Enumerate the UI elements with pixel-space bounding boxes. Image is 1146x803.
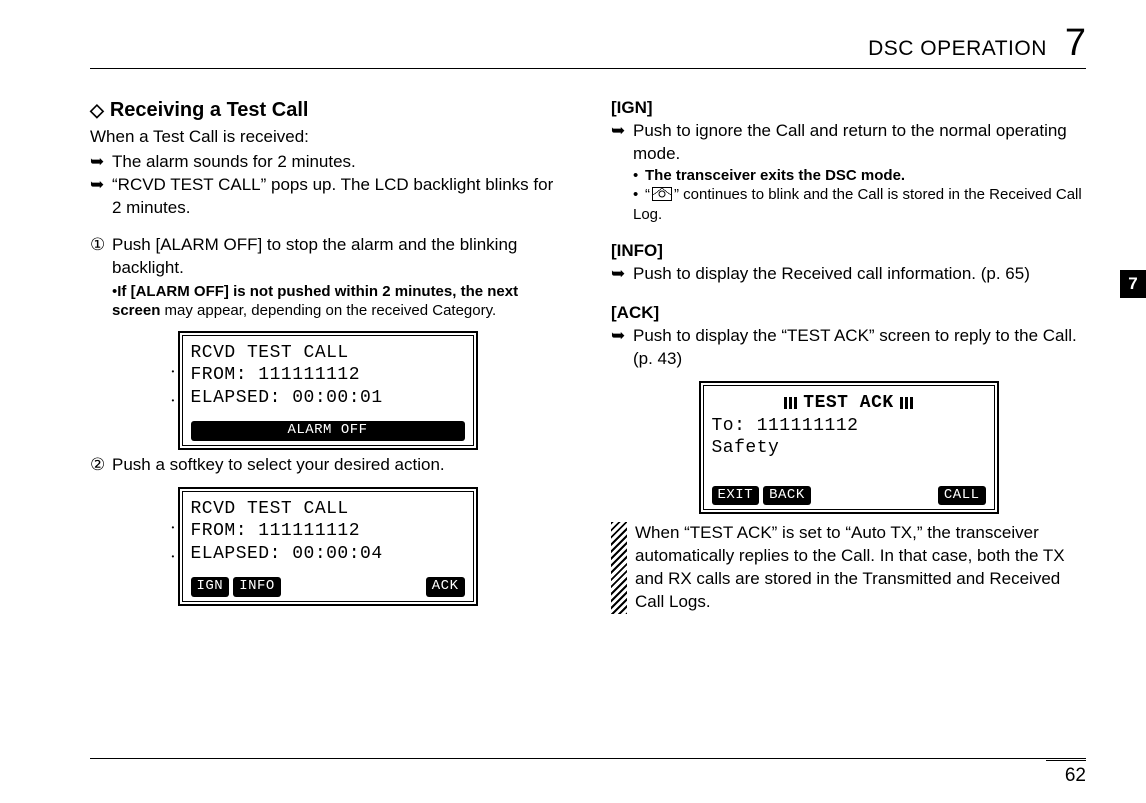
step-body: Push a softkey to select your desired ac… (112, 454, 565, 477)
bullet-text: The alarm sounds for 2 minutes. (112, 151, 356, 174)
arrow-icon: ➥ (90, 174, 112, 220)
bullet-line: ➥ “RCVD TEST CALL” pops up. The LCD back… (90, 174, 565, 220)
lcd-screen: RCVD TEST CALL FROM: 111111112 ELAPSED: … (182, 491, 474, 602)
step-1: ① Push [ALARM OFF] to stop the alarm and… (90, 234, 565, 321)
page-header: DSC OPERATION 7 (90, 24, 1086, 69)
bullet-dot-icon: • (633, 166, 645, 186)
step-2: ② Push a softkey to select your desired … (90, 454, 565, 477)
bullet-text: “RCVD TEST CALL” pops up. The LCD backli… (112, 174, 565, 220)
arrow-icon: ➥ (611, 263, 633, 286)
option-text: Push to ignore the Call and return to th… (633, 120, 1086, 166)
lcd-frame: •• RCVD TEST CALL FROM: 111111112 ELAPSE… (178, 487, 478, 606)
step-note-rest: may appear, depending on the received Ca… (160, 302, 496, 319)
right-column: [IGN] ➥ Push to ignore the Call and retu… (611, 97, 1086, 630)
side-tab-label: 7 (1128, 274, 1137, 294)
lcd-side-dots: •• (172, 367, 175, 407)
lcd-title: TEST ACK (803, 392, 893, 415)
hatched-note: When “TEST ACK” is set to “Auto TX,” the… (611, 522, 1086, 614)
content-columns: ◇ Receiving a Test Call When a Test Call … (90, 97, 1086, 630)
section-heading: ◇ Receiving a Test Call (90, 97, 565, 124)
softkey-spacer (285, 577, 422, 597)
lcd-title-row: TEST ACK (712, 392, 986, 415)
title-bars-icon (784, 397, 797, 409)
step-text: Push [ALARM OFF] to stop the alarm and t… (112, 235, 517, 277)
hatch-border-icon (611, 522, 627, 614)
option-label: [IGN] (611, 97, 1086, 120)
header-chapter-number: 7 (1065, 24, 1086, 62)
lcd-screen: TEST ACK To: 111111112 Safety EXIT BACK … (703, 385, 995, 510)
bullet-dot-icon: • (633, 185, 645, 205)
lcd-line: ELAPSED: 00:00:04 (191, 543, 465, 566)
bullet-line: ➥ Push to ignore the Call and return to … (611, 120, 1086, 166)
softkey-ign: IGN (191, 577, 230, 597)
bullet-line: ➥ The alarm sounds for 2 minutes. (90, 151, 565, 174)
softkey-spacer (815, 486, 934, 506)
option-info: [INFO] ➥ Push to display the Received ca… (611, 240, 1086, 286)
softkey-call: CALL (938, 486, 986, 506)
lcd-softkeys: IGN INFO ACK (191, 577, 465, 597)
side-tabs: 7 (1120, 270, 1146, 298)
lcd-frame: •• RCVD TEST CALL FROM: 111111112 ELAPSE… (178, 331, 478, 450)
softkey-back: BACK (763, 486, 811, 506)
option-ack: [ACK] ➥ Push to display the “TEST ACK” s… (611, 302, 1086, 614)
message-icon (652, 187, 672, 201)
sub-note-bold: The transceiver exits the DSC mode. (645, 167, 905, 184)
option-text: Push to display the Received call inform… (633, 263, 1030, 286)
lcd-line: To: 111111112 (712, 415, 986, 438)
sub-note-text: ” continues to blink and the Call is sto… (633, 186, 1082, 223)
section-heading-text: Receiving a Test Call (110, 99, 309, 121)
lcd-screen: RCVD TEST CALL FROM: 111111112 ELAPSED: … (182, 335, 474, 446)
bullet-line: ➥ Push to display the Received call info… (611, 263, 1086, 286)
option-text: Push to display the “TEST ACK” screen to… (633, 325, 1086, 371)
arrow-icon: ➥ (611, 325, 633, 371)
left-column: ◇ Receiving a Test Call When a Test Call … (90, 97, 565, 630)
option-ign: [IGN] ➥ Push to ignore the Call and retu… (611, 97, 1086, 224)
sub-note: •The transceiver exits the DSC mode. (633, 166, 1086, 186)
lcd-softkeys: EXIT BACK CALL (712, 486, 986, 506)
manual-page: DSC OPERATION 7 ◇ Receiving a Test Call W… (0, 0, 1146, 803)
side-tab-active: 7 (1120, 270, 1146, 298)
lcd-screenshot-2: •• RCVD TEST CALL FROM: 111111112 ELAPSE… (90, 487, 565, 606)
step-number: ② (90, 454, 112, 477)
header-title: DSC OPERATION (868, 37, 1047, 61)
sub-note: •“” continues to blink and the Call is s… (633, 185, 1086, 224)
bullet-line: ➥ Push to display the “TEST ACK” screen … (611, 325, 1086, 371)
quote-open: “ (645, 186, 650, 203)
option-label: [ACK] (611, 302, 1086, 325)
note-text: When “TEST ACK” is set to “Auto TX,” the… (635, 522, 1086, 614)
softkey-info: INFO (233, 577, 281, 597)
diamond-icon: ◇ (90, 100, 104, 120)
intro-line: When a Test Call is received: (90, 126, 565, 149)
page-number: 62 (1046, 760, 1086, 787)
step-body: Push [ALARM OFF] to stop the alarm and t… (112, 234, 565, 321)
step-text: Push a softkey to select your desired ac… (112, 455, 445, 474)
lcd-screenshot-3: TEST ACK To: 111111112 Safety EXIT BACK … (611, 381, 1086, 514)
arrow-icon: ➥ (90, 151, 112, 174)
lcd-side-dots: •• (172, 523, 175, 563)
option-label: [INFO] (611, 240, 1086, 263)
arrow-icon: ➥ (611, 120, 633, 166)
footer-rule (90, 758, 1086, 759)
lcd-line: FROM: 111111112 (191, 520, 465, 543)
lcd-line: FROM: 111111112 (191, 364, 465, 387)
lcd-frame: TEST ACK To: 111111112 Safety EXIT BACK … (699, 381, 999, 514)
softkey-exit: EXIT (712, 486, 760, 506)
lcd-line: ELAPSED: 00:00:01 (191, 387, 465, 410)
lcd-line: RCVD TEST CALL (191, 498, 465, 521)
title-bars-icon (900, 397, 913, 409)
lcd-line: RCVD TEST CALL (191, 342, 465, 365)
softkey-ack: ACK (426, 577, 465, 597)
step-number: ① (90, 234, 112, 321)
softkey-alarm-off: ALARM OFF (191, 421, 465, 441)
lcd-softkeys: ALARM OFF (191, 421, 465, 441)
lcd-screenshot-1: •• RCVD TEST CALL FROM: 111111112 ELAPSE… (90, 331, 565, 450)
lcd-line: Safety (712, 437, 986, 460)
step-note: •If [ALARM OFF] is not pushed within 2 m… (112, 282, 565, 321)
